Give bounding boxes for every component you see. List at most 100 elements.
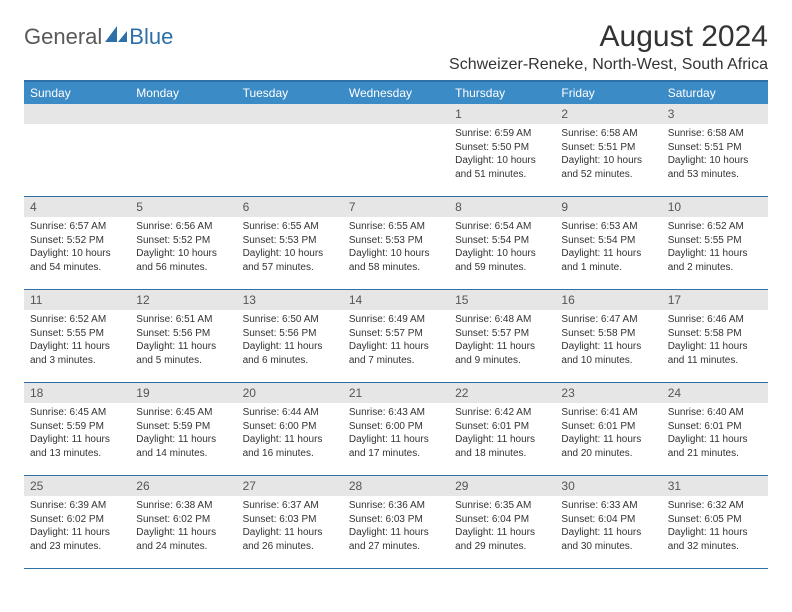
day-data: Sunrise: 6:35 AMSunset: 6:04 PMDaylight:… [449,496,555,557]
day-data: Sunrise: 6:46 AMSunset: 5:58 PMDaylight:… [662,310,768,371]
day-number: 7 [343,197,449,217]
day-data: Sunrise: 6:51 AMSunset: 5:56 PMDaylight:… [130,310,236,371]
calendar-day-header: Monday [130,81,236,104]
day-data: Sunrise: 6:41 AMSunset: 6:01 PMDaylight:… [555,403,661,464]
calendar-day-cell: 28Sunrise: 6:36 AMSunset: 6:03 PMDayligh… [343,476,449,569]
day-data: Sunrise: 6:43 AMSunset: 6:00 PMDaylight:… [343,403,449,464]
calendar-day-cell: 11Sunrise: 6:52 AMSunset: 5:55 PMDayligh… [24,290,130,383]
calendar-week-row: 18Sunrise: 6:45 AMSunset: 5:59 PMDayligh… [24,383,768,476]
calendar-header-row: SundayMondayTuesdayWednesdayThursdayFrid… [24,81,768,104]
day-data: Sunrise: 6:52 AMSunset: 5:55 PMDaylight:… [662,217,768,278]
day-data: Sunrise: 6:32 AMSunset: 6:05 PMDaylight:… [662,496,768,557]
calendar-week-row: 25Sunrise: 6:39 AMSunset: 6:02 PMDayligh… [24,476,768,569]
calendar-day-cell: 23Sunrise: 6:41 AMSunset: 6:01 PMDayligh… [555,383,661,476]
day-number: 24 [662,383,768,403]
calendar-day-header: Sunday [24,81,130,104]
day-data: Sunrise: 6:38 AMSunset: 6:02 PMDaylight:… [130,496,236,557]
calendar-day-cell: 21Sunrise: 6:43 AMSunset: 6:00 PMDayligh… [343,383,449,476]
calendar-day-cell: 31Sunrise: 6:32 AMSunset: 6:05 PMDayligh… [662,476,768,569]
logo-text-general: General [24,24,102,50]
calendar-day-header: Tuesday [237,81,343,104]
calendar-day-cell [24,104,130,197]
day-number: 6 [237,197,343,217]
day-number: 31 [662,476,768,496]
calendar-day-cell: 26Sunrise: 6:38 AMSunset: 6:02 PMDayligh… [130,476,236,569]
day-data: Sunrise: 6:55 AMSunset: 5:53 PMDaylight:… [343,217,449,278]
day-number: 16 [555,290,661,310]
calendar-day-cell: 14Sunrise: 6:49 AMSunset: 5:57 PMDayligh… [343,290,449,383]
calendar-day-cell [343,104,449,197]
calendar-day-cell: 15Sunrise: 6:48 AMSunset: 5:57 PMDayligh… [449,290,555,383]
day-number: 25 [24,476,130,496]
day-number: 28 [343,476,449,496]
day-number: 30 [555,476,661,496]
title-block: August 2024 Schweizer-Reneke, North-West… [449,20,768,74]
calendar-day-header: Wednesday [343,81,449,104]
calendar-week-row: 11Sunrise: 6:52 AMSunset: 5:55 PMDayligh… [24,290,768,383]
calendar-day-cell: 20Sunrise: 6:44 AMSunset: 6:00 PMDayligh… [237,383,343,476]
calendar-week-row: 4Sunrise: 6:57 AMSunset: 5:52 PMDaylight… [24,197,768,290]
day-data: Sunrise: 6:54 AMSunset: 5:54 PMDaylight:… [449,217,555,278]
calendar-day-cell: 1Sunrise: 6:59 AMSunset: 5:50 PMDaylight… [449,104,555,197]
calendar-day-cell: 25Sunrise: 6:39 AMSunset: 6:02 PMDayligh… [24,476,130,569]
day-number: 9 [555,197,661,217]
day-data: Sunrise: 6:59 AMSunset: 5:50 PMDaylight:… [449,124,555,185]
day-number: 4 [24,197,130,217]
day-data: Sunrise: 6:50 AMSunset: 5:56 PMDaylight:… [237,310,343,371]
calendar-day-cell: 9Sunrise: 6:53 AMSunset: 5:54 PMDaylight… [555,197,661,290]
day-number: 20 [237,383,343,403]
calendar-day-header: Saturday [662,81,768,104]
page-title: August 2024 [449,20,768,54]
calendar-day-cell: 17Sunrise: 6:46 AMSunset: 5:58 PMDayligh… [662,290,768,383]
day-data: Sunrise: 6:40 AMSunset: 6:01 PMDaylight:… [662,403,768,464]
sail-icon [105,26,127,42]
day-data: Sunrise: 6:45 AMSunset: 5:59 PMDaylight:… [130,403,236,464]
day-number-empty [130,104,236,124]
day-number: 29 [449,476,555,496]
calendar-day-cell: 22Sunrise: 6:42 AMSunset: 6:01 PMDayligh… [449,383,555,476]
day-number: 26 [130,476,236,496]
calendar-week-row: 1Sunrise: 6:59 AMSunset: 5:50 PMDaylight… [24,104,768,197]
calendar-day-cell: 6Sunrise: 6:55 AMSunset: 5:53 PMDaylight… [237,197,343,290]
day-number: 17 [662,290,768,310]
calendar-day-cell: 27Sunrise: 6:37 AMSunset: 6:03 PMDayligh… [237,476,343,569]
day-data: Sunrise: 6:42 AMSunset: 6:01 PMDaylight:… [449,403,555,464]
day-number: 3 [662,104,768,124]
calendar-day-cell: 24Sunrise: 6:40 AMSunset: 6:01 PMDayligh… [662,383,768,476]
calendar-day-cell: 5Sunrise: 6:56 AMSunset: 5:52 PMDaylight… [130,197,236,290]
day-number: 12 [130,290,236,310]
day-data: Sunrise: 6:39 AMSunset: 6:02 PMDaylight:… [24,496,130,557]
header: General Blue August 2024 Schweizer-Renek… [24,20,768,74]
day-data: Sunrise: 6:33 AMSunset: 6:04 PMDaylight:… [555,496,661,557]
day-data: Sunrise: 6:57 AMSunset: 5:52 PMDaylight:… [24,217,130,278]
day-data: Sunrise: 6:55 AMSunset: 5:53 PMDaylight:… [237,217,343,278]
day-number: 19 [130,383,236,403]
day-number: 21 [343,383,449,403]
day-number: 15 [449,290,555,310]
day-data: Sunrise: 6:53 AMSunset: 5:54 PMDaylight:… [555,217,661,278]
calendar-day-cell: 7Sunrise: 6:55 AMSunset: 5:53 PMDaylight… [343,197,449,290]
day-data: Sunrise: 6:36 AMSunset: 6:03 PMDaylight:… [343,496,449,557]
calendar-day-cell: 13Sunrise: 6:50 AMSunset: 5:56 PMDayligh… [237,290,343,383]
day-number: 14 [343,290,449,310]
day-data: Sunrise: 6:56 AMSunset: 5:52 PMDaylight:… [130,217,236,278]
day-number: 10 [662,197,768,217]
day-number: 13 [237,290,343,310]
calendar-day-cell [237,104,343,197]
day-number-empty [343,104,449,124]
calendar-day-cell: 19Sunrise: 6:45 AMSunset: 5:59 PMDayligh… [130,383,236,476]
calendar-day-cell: 10Sunrise: 6:52 AMSunset: 5:55 PMDayligh… [662,197,768,290]
calendar-day-cell: 8Sunrise: 6:54 AMSunset: 5:54 PMDaylight… [449,197,555,290]
day-data: Sunrise: 6:47 AMSunset: 5:58 PMDaylight:… [555,310,661,371]
day-data: Sunrise: 6:48 AMSunset: 5:57 PMDaylight:… [449,310,555,371]
day-number: 5 [130,197,236,217]
day-data: Sunrise: 6:58 AMSunset: 5:51 PMDaylight:… [555,124,661,185]
calendar-day-cell: 16Sunrise: 6:47 AMSunset: 5:58 PMDayligh… [555,290,661,383]
day-data: Sunrise: 6:45 AMSunset: 5:59 PMDaylight:… [24,403,130,464]
day-data: Sunrise: 6:49 AMSunset: 5:57 PMDaylight:… [343,310,449,371]
day-number: 23 [555,383,661,403]
day-data: Sunrise: 6:52 AMSunset: 5:55 PMDaylight:… [24,310,130,371]
calendar-day-cell: 4Sunrise: 6:57 AMSunset: 5:52 PMDaylight… [24,197,130,290]
day-number: 1 [449,104,555,124]
calendar-day-cell [130,104,236,197]
